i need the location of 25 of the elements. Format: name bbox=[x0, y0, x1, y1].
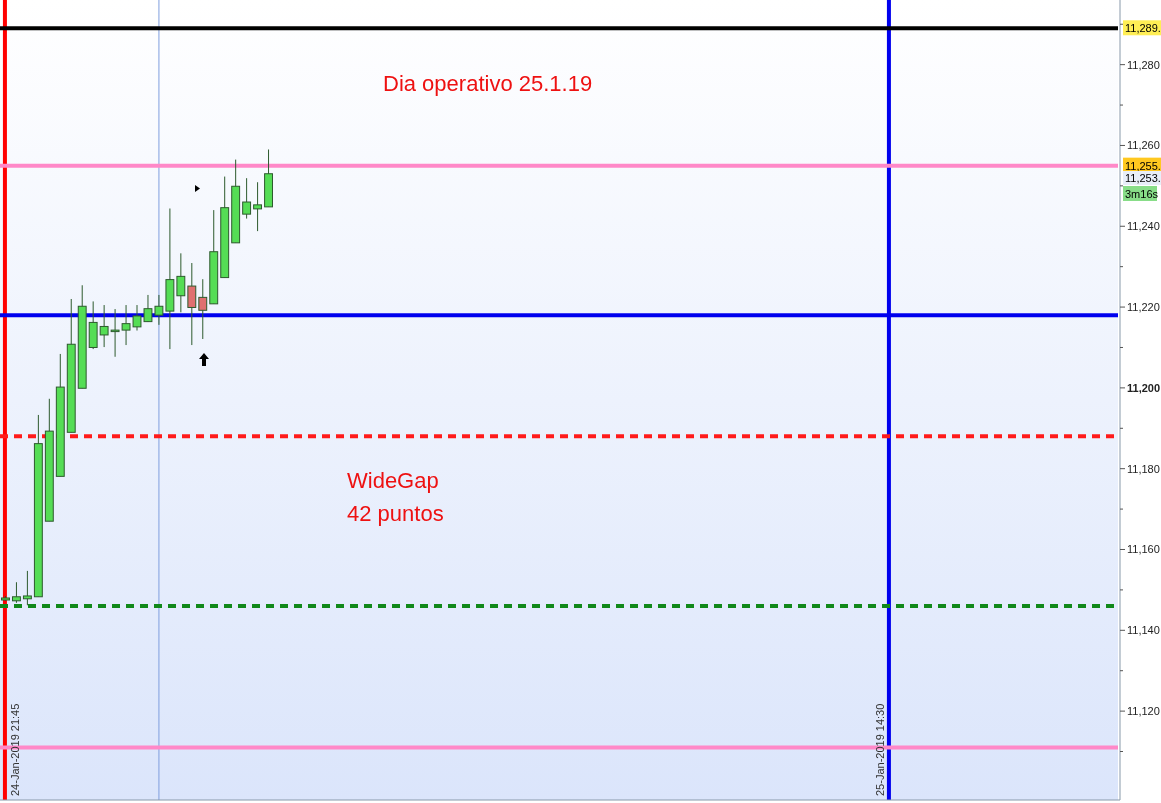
candlestick bbox=[12, 581, 21, 604]
y-tick-label: 11,220 bbox=[1127, 301, 1160, 314]
annotation: 42 puntos bbox=[347, 501, 444, 526]
candlestick bbox=[22, 570, 32, 606]
candlestick bbox=[176, 252, 186, 313]
candlestick bbox=[242, 177, 252, 220]
y-tick-label: 11,260 bbox=[1127, 139, 1160, 152]
ref-line-label: 11,289. bbox=[1125, 22, 1161, 35]
candlestick bbox=[253, 181, 263, 232]
y-tick-label: 11,240 bbox=[1127, 220, 1160, 233]
annotation: WideGap bbox=[347, 468, 439, 493]
candlestick bbox=[198, 278, 208, 340]
text: 3m16s bbox=[1125, 188, 1159, 200]
text: 11,253. bbox=[1125, 172, 1161, 184]
y-tick-label: 11,180 bbox=[1127, 462, 1160, 475]
annotation: 25-Jan-2019 14:30 bbox=[873, 703, 886, 796]
y-tick-label: 11,160 bbox=[1127, 543, 1160, 556]
ref-line-label: 11,255. bbox=[1125, 159, 1161, 172]
y-tick-label: 11,280 bbox=[1127, 58, 1160, 71]
candlestick bbox=[187, 262, 197, 346]
annotation: 24-Jan-2019 21:45 bbox=[8, 703, 21, 796]
y-tick-label: 11,200 bbox=[1127, 381, 1161, 394]
y-tick-label: 11,120 bbox=[1127, 705, 1160, 718]
annotation: Dia operativo 25.1.19 bbox=[383, 71, 593, 96]
y-tick-label: 11,140 bbox=[1127, 624, 1160, 637]
